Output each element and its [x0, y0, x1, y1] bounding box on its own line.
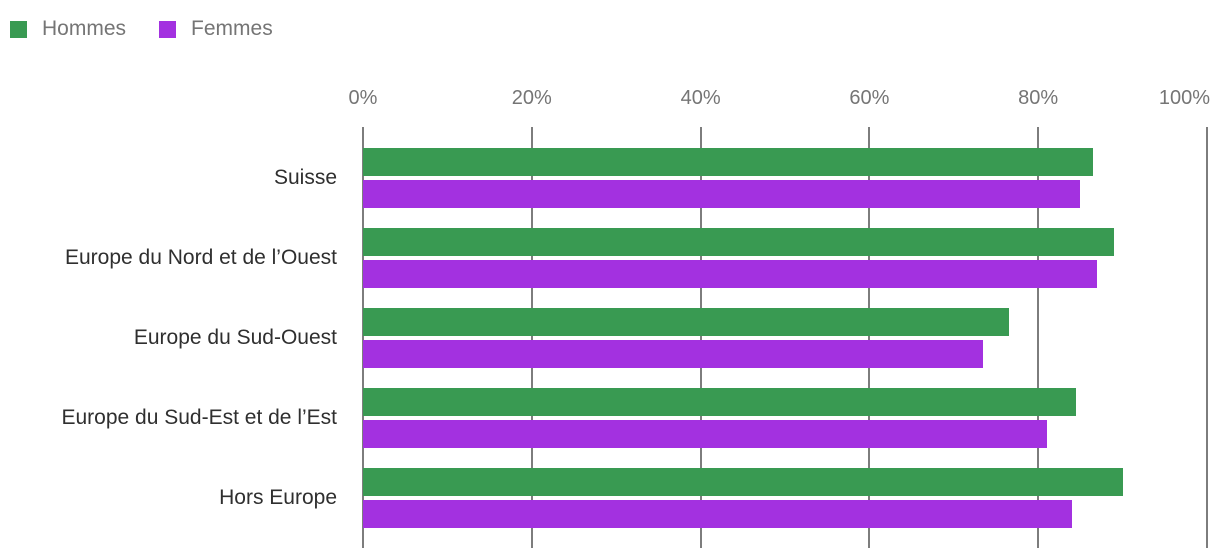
legend-item-hommes: Hommes	[10, 17, 126, 41]
bar-femmes-1[interactable]	[363, 180, 1081, 208]
gridline	[1037, 127, 1040, 548]
bar-hommes-1[interactable]	[363, 148, 1094, 176]
chart-legend: Hommes Femmes	[10, 17, 273, 41]
bar-group-5	[363, 468, 1207, 528]
bar-femmes-3[interactable]	[363, 340, 984, 368]
x-tick-label: 20%	[511, 87, 552, 109]
hommes-swatch-icon	[10, 20, 27, 38]
x-tick-label: 100%	[1158, 87, 1210, 109]
bar-femmes-2[interactable]	[363, 260, 1098, 288]
gridline	[1206, 127, 1208, 548]
bar-femmes-5[interactable]	[363, 500, 1072, 528]
category-label-4: Europe du Sud-Est et de l’Est	[61, 406, 338, 429]
plot-area	[362, 127, 1208, 548]
bar-femmes-4[interactable]	[363, 420, 1047, 448]
gridline	[868, 127, 871, 548]
legend-label-hommes: Hommes	[42, 17, 127, 40]
legend-label-femmes: Femmes	[191, 17, 273, 40]
femmes-swatch-icon	[159, 20, 177, 38]
bar-group-3	[363, 308, 1207, 368]
bar-hommes-3[interactable]	[363, 308, 1009, 336]
x-tick-label: 80%	[1018, 87, 1059, 109]
gridline	[699, 127, 702, 548]
bar-group-1	[363, 148, 1207, 208]
legend-item-femmes: Femmes	[159, 17, 273, 41]
bar-group-4	[363, 388, 1207, 448]
x-axis: 0% 20% 40% 60% 80% 100%	[349, 87, 1210, 113]
category-label-2: Europe du Nord et de l’Ouest	[65, 246, 337, 269]
category-label-5: Hors Europe	[219, 486, 337, 509]
bar-hommes-5[interactable]	[363, 468, 1123, 496]
gridline	[530, 127, 533, 548]
gridline	[362, 127, 364, 548]
x-tick-label: 0%	[348, 87, 378, 109]
category-label-3: Europe du Sud-Ouest	[133, 326, 337, 349]
x-tick-label: 40%	[680, 87, 721, 109]
bar-hommes-2[interactable]	[363, 228, 1115, 256]
bar-group-2	[363, 228, 1207, 288]
x-tick-label: 60%	[849, 87, 890, 109]
bar-hommes-4[interactable]	[363, 388, 1077, 416]
category-label-1: Suisse	[273, 166, 337, 189]
